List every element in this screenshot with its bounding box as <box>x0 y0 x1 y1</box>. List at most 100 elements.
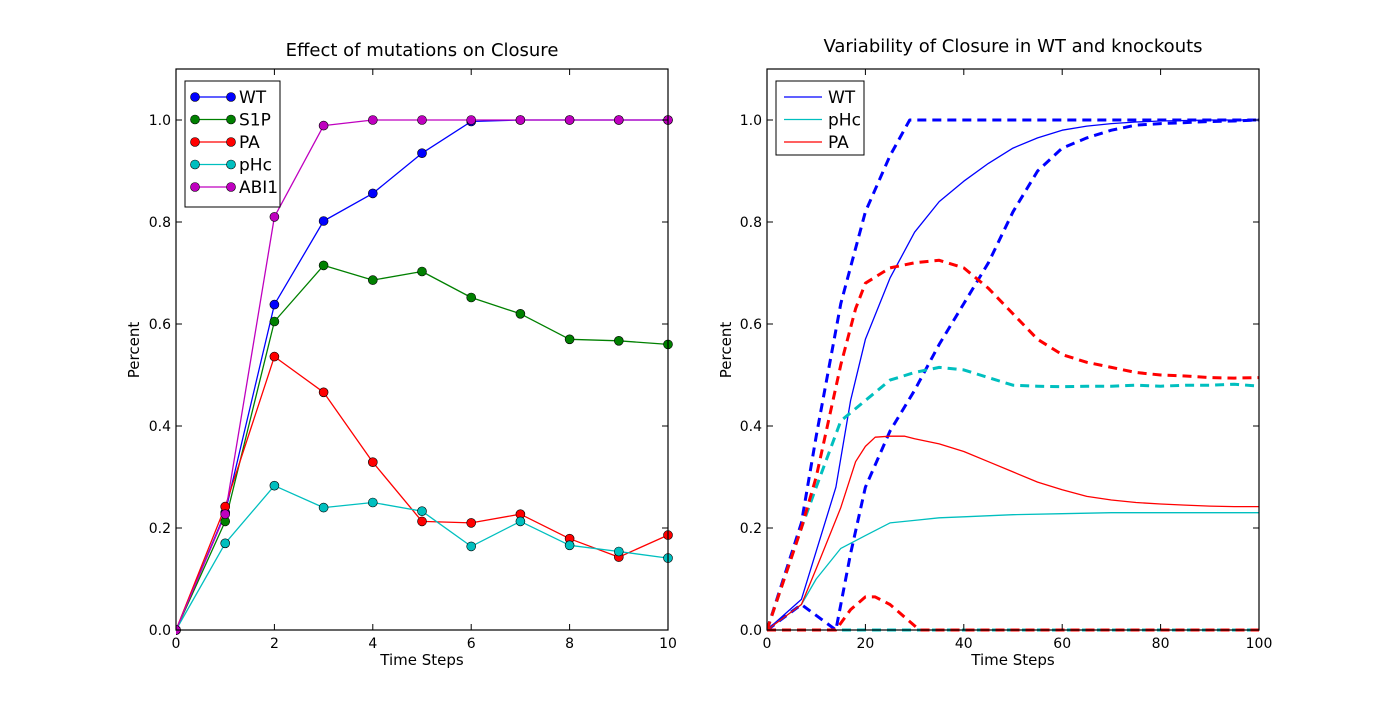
chart-left-ytick-label: 1.0 <box>149 113 171 129</box>
chart-left-point-abi1-5 <box>417 115 427 125</box>
chart-right-xtick-label: 100 <box>1246 636 1273 652</box>
chart-right-series-line-band-2 <box>767 118 1260 632</box>
chart-left-point-wt-4 <box>367 188 378 199</box>
chart-left-point-s1p-2 <box>269 316 280 327</box>
chart-left-ytick-label: 0.6 <box>149 317 171 333</box>
chart-left-legend-marker-wt <box>226 92 236 102</box>
chart-left-legend-marker-abi1 <box>190 182 200 192</box>
chart-left-legend-label-phc: pHc <box>239 156 272 176</box>
chart-left-point-phc-1 <box>220 538 230 549</box>
chart-left-xtick-label: 2 <box>270 636 279 652</box>
chart-right-ytick-label: 0.6 <box>740 317 762 333</box>
chart-left-point-phc-7 <box>515 516 526 527</box>
chart-left-point-pa-6 <box>466 518 477 528</box>
chart-left-point-abi1-4 <box>367 115 378 125</box>
chart-left-legend-marker-abi1 <box>226 182 236 192</box>
chart-left-point-abi1-3 <box>318 120 329 131</box>
chart-left-point-pa-2 <box>269 351 280 362</box>
chart-right-xtick-label: 60 <box>1053 636 1071 652</box>
chart-left-point-phc-2 <box>269 480 280 491</box>
chart-left-point-s1p-3 <box>318 260 329 271</box>
chart-right-ytick-label: 1.0 <box>740 113 762 129</box>
chart-left-ytick-label: 0.0 <box>149 623 171 639</box>
chart-right-frame <box>766 68 1260 631</box>
chart-left-xtick-label: 0 <box>172 636 181 652</box>
chart-right-ytick-label: 0.0 <box>740 623 762 639</box>
chart-right-legend-label-wt: WT <box>828 88 856 108</box>
chart-left-xtick-label: 10 <box>659 636 677 652</box>
chart-left-ytick-label: 0.4 <box>149 419 171 435</box>
chart-left-legend-label-wt: WT <box>239 88 267 108</box>
chart-left-legend-marker-phc <box>226 159 236 170</box>
chart-right-xtick-label: 40 <box>955 636 973 652</box>
chart-left-legend-marker-pa <box>190 137 200 147</box>
chart-left-point-phc-9 <box>613 546 624 557</box>
chart-right-series-line-band-4 <box>767 365 1260 631</box>
chart-left-point-pa-5 <box>417 516 427 527</box>
chart-right-ylabel: Percent <box>717 322 735 379</box>
chart-left-legend-marker-pa <box>226 137 236 147</box>
chart-left-legend-marker-s1p <box>226 114 236 125</box>
chart-right-series-line-band-8 <box>767 595 1259 632</box>
chart-left-xtick-label: 8 <box>565 636 574 652</box>
chart-left-point-s1p-4 <box>367 275 378 285</box>
chart-left-xtick-label: 6 <box>467 636 476 652</box>
chart-right-legend-label-phc: pHc <box>828 111 861 131</box>
chart-right-series-line-band-1 <box>767 118 1259 631</box>
chart-right-series-line-pa <box>767 435 1259 631</box>
chart-right-xtick-label: 80 <box>1152 636 1170 652</box>
chart-left-legend-label-abi1: ABI1 <box>239 178 278 198</box>
chart-left-point-abi1-6 <box>466 115 477 125</box>
chart-left-point-s1p-5 <box>417 266 427 277</box>
chart-left-point-phc-5 <box>417 506 427 517</box>
chart-left-ytick-label: 0.8 <box>149 215 171 231</box>
chart-left-legend-marker-wt <box>190 92 200 102</box>
chart-left-point-wt-2 <box>269 299 280 310</box>
chart-left-point-phc-4 <box>367 497 378 508</box>
chart-right: Variability of Closure in WT and knockou… <box>717 36 1272 669</box>
chart-left-point-abi1-7 <box>515 115 526 125</box>
chart-left-point-abi1-9 <box>613 115 624 125</box>
chart-left-ylabel: Percent <box>125 322 143 379</box>
chart-right-series-line-band-7 <box>767 258 1260 631</box>
chart-left-ytick-label: 0.2 <box>149 521 171 537</box>
chart-left-title: Effect of mutations on Closure <box>286 40 559 61</box>
chart-left-legend-marker-s1p <box>190 114 200 125</box>
chart-left-legend-label-pa: PA <box>239 133 260 153</box>
chart-right-series-line-phc <box>767 512 1259 631</box>
chart-left-xlabel: Time Steps <box>379 651 464 669</box>
chart-left-point-phc-8 <box>564 540 575 551</box>
chart-left-frame <box>175 68 669 631</box>
chart-left-point-phc-6 <box>466 541 477 552</box>
chart-left-point-wt-5 <box>417 148 427 158</box>
chart-left: Effect of mutations on Closure Time Step… <box>125 40 677 669</box>
chart-right-title: Variability of Closure in WT and knockou… <box>823 36 1202 57</box>
chart-right-ytick-label: 0.2 <box>740 521 762 537</box>
chart-left-point-s1p-8 <box>564 334 575 345</box>
chart-right-xtick-label: 0 <box>763 636 772 652</box>
chart-left-point-abi1-2 <box>269 212 280 222</box>
chart-left-point-abi1-1 <box>220 509 230 520</box>
chart-left-xtick-label: 4 <box>368 636 377 652</box>
chart-right-legend-label-pa: PA <box>828 133 849 153</box>
chart-left-point-pa-4 <box>367 457 378 468</box>
chart-right-ytick-label: 0.4 <box>740 419 762 435</box>
chart-left-point-s1p-7 <box>515 308 526 319</box>
chart-left-point-wt-3 <box>318 216 329 226</box>
chart-left-point-s1p-6 <box>466 292 477 303</box>
chart-right-xlabel: Time Steps <box>970 651 1055 669</box>
chart-left-point-pa-3 <box>318 387 329 398</box>
chart-left-legend-label-s1p: S1P <box>239 111 271 131</box>
chart-right-ytick-label: 0.8 <box>740 215 762 231</box>
chart-left-point-phc-3 <box>318 502 329 513</box>
chart-left-point-s1p-9 <box>613 335 624 346</box>
chart-right-xtick-label: 20 <box>856 636 874 652</box>
chart-left-point-abi1-8 <box>564 115 575 125</box>
chart-left-legend-marker-phc <box>190 159 200 170</box>
